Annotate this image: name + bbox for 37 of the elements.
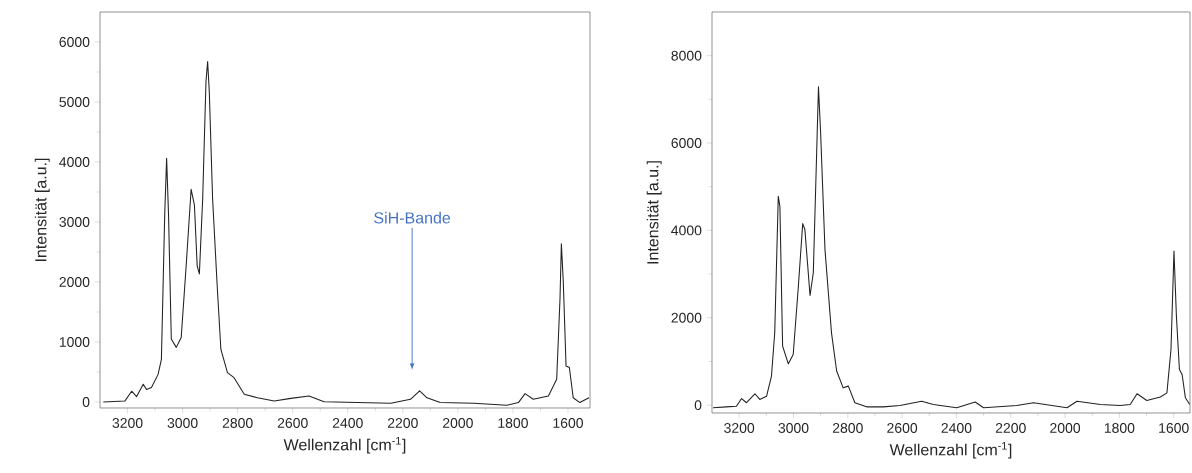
y-tick-label: 4000 [59,157,90,167]
x-tick-label: 2800 [832,423,863,433]
x-tick-label: 2000 [1050,423,1081,433]
x-tick-label: 1600 [1159,423,1189,433]
y-tick-label: 6000 [59,37,90,47]
x-tick-label: 2600 [887,423,918,433]
x-tick-label: 2600 [277,418,308,428]
annotation: SiH-Bande [374,211,451,224]
y-tick-label: 3000 [59,217,90,227]
x-tick-label: 2200 [995,423,1026,433]
x-tick-label: 2400 [332,418,363,428]
x-tick-label: 3000 [778,423,809,433]
x-tick-label: 3000 [167,418,198,428]
y-tick-label: 4000 [671,225,702,236]
y-axis-title: Intensität [a.u.] [34,158,50,261]
x-tick-label: 2800 [222,418,253,428]
x-tick-label: 3200 [724,423,755,433]
line-series [712,86,1190,409]
y-tick-label: 8000 [671,50,702,61]
line-series [102,60,590,406]
y-tick-label: 2000 [59,277,90,287]
x-tick-label: 2000 [443,418,473,428]
x-tick-label: 1800 [498,418,528,428]
x-tick-label: 1600 [553,418,583,428]
x-tick-label: 2200 [387,418,418,428]
y-tick-label: 1000 [59,337,90,347]
y-tick-label: 2000 [671,312,702,323]
y-tick-label: 0 [82,397,90,407]
x-tick-label: 3200 [112,418,143,428]
y-tick-label: 6000 [671,138,702,148]
y-axis-title: Intensität [a.u.] [646,161,662,264]
y-tick-label: 5000 [59,97,90,107]
x-tick-label: 1800 [1104,423,1135,433]
x-axis-title: Wellenzahl [cm$^{-1}$] [283,437,406,454]
x-axis-title: Wellenzahl [cm$^{-1}$] [889,442,1012,459]
x-tick-label: 2400 [941,423,972,433]
y-tick-label: 0 [694,400,702,411]
